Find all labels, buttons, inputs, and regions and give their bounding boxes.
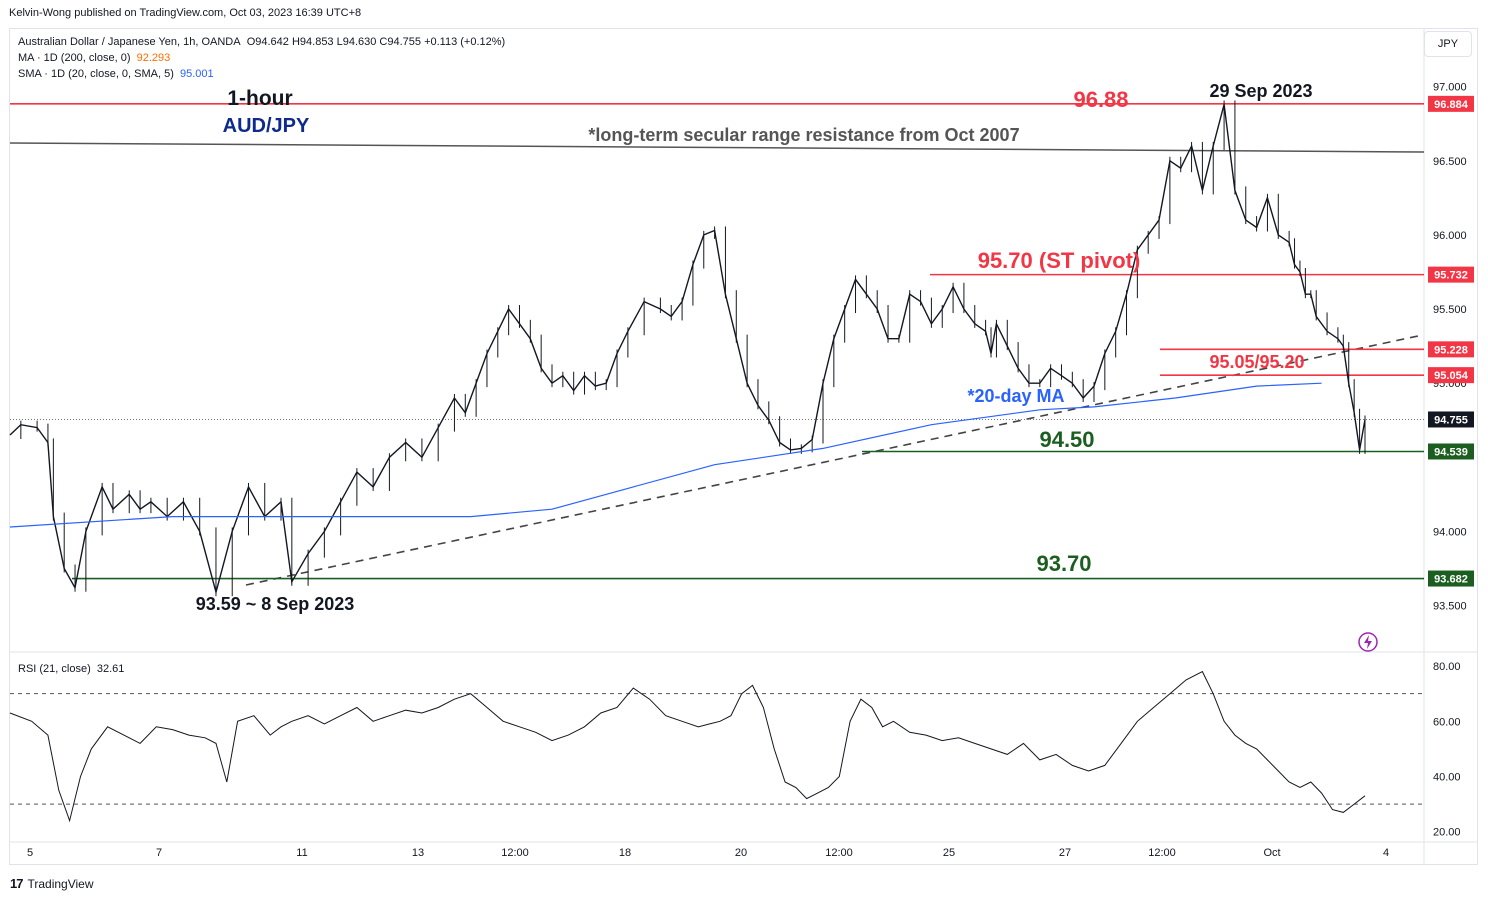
- ma-label: MA · 1D (200, close, 0): [18, 52, 131, 64]
- rsi-value: 32.61: [96, 663, 125, 675]
- footer: 17 TradingView: [10, 876, 94, 891]
- sma-value: 95.001: [180, 68, 214, 80]
- currency-button[interactable]: JPY: [1424, 31, 1472, 57]
- footer-brand[interactable]: TradingView: [27, 876, 94, 891]
- chart-frame: [9, 28, 1478, 865]
- symbol-name: Australian Dollar / Japanese Yen, 1h, OA…: [18, 36, 241, 48]
- sma-legend[interactable]: SMA · 1D (20, close, 0, SMA, 5) 95.001: [18, 66, 505, 82]
- chart-legend: Australian Dollar / Japanese Yen, 1h, OA…: [18, 34, 505, 82]
- ma-legend[interactable]: MA · 1D (200, close, 0) 92.293: [18, 50, 505, 66]
- tradingview-logo-icon[interactable]: 17: [10, 876, 24, 891]
- ohlc-values: O94.642 H94.853 L94.630 C94.755 +0.113 (…: [246, 36, 506, 48]
- rsi-legend[interactable]: RSI (21, close) 32.61: [18, 663, 124, 675]
- publisher-credit: Kelvin-Wong published on TradingView.com…: [9, 7, 362, 19]
- symbol-line[interactable]: Australian Dollar / Japanese Yen, 1h, OA…: [18, 34, 505, 50]
- rsi-label: RSI (21, close): [18, 663, 91, 675]
- ma-value: 92.293: [136, 52, 171, 64]
- sma-label: SMA · 1D (20, close, 0, SMA, 5): [18, 68, 174, 80]
